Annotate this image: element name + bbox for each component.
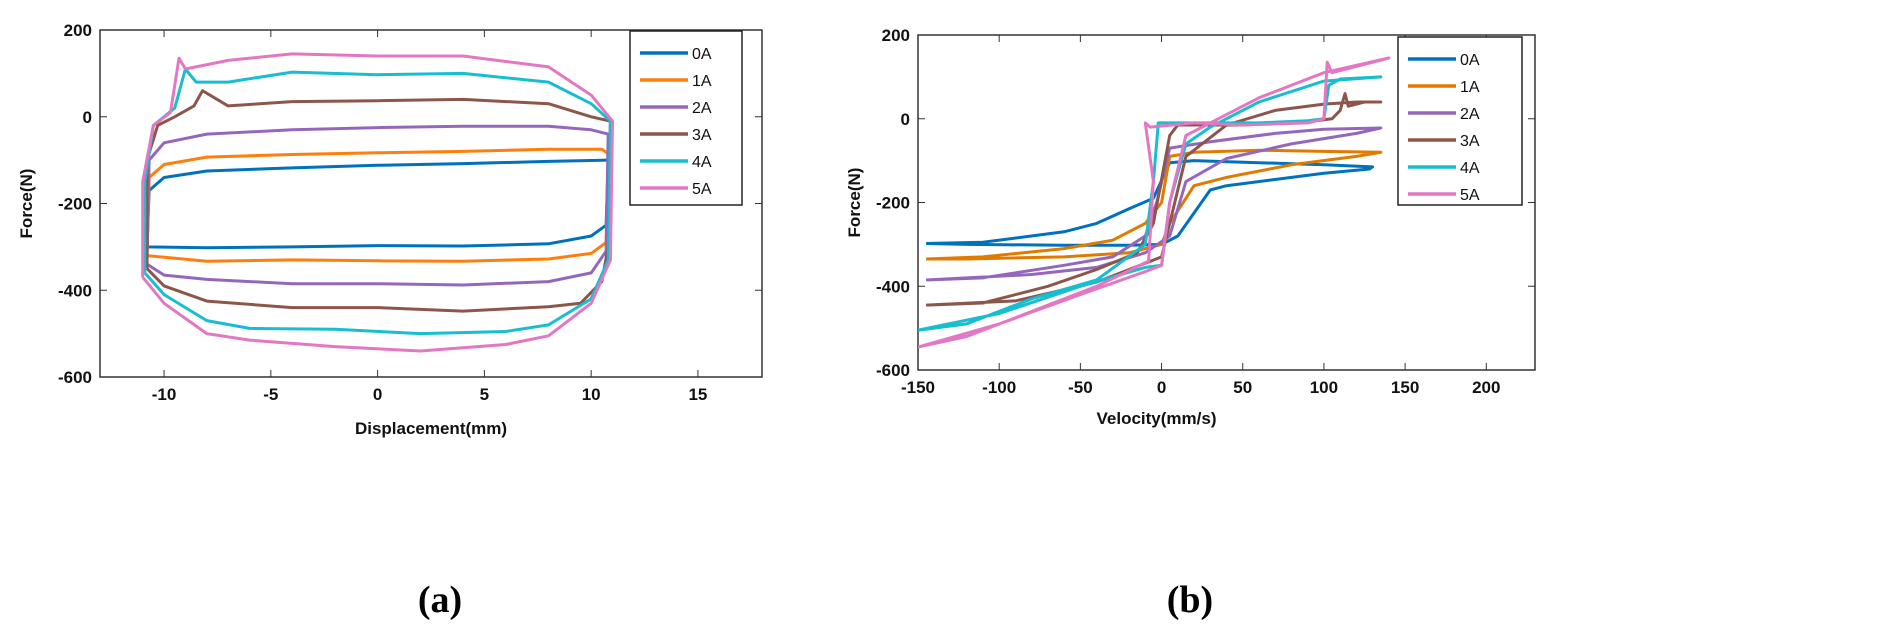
x-axis-label: Displacement(mm) bbox=[355, 419, 507, 438]
series-line-3A bbox=[145, 89, 612, 313]
chart-a: -10 -5 0 5 10 15 200 0 -200 -400 -600 0A 1A 2A 3A 4A 5A D… bbox=[17, 21, 763, 621]
x-tick-label: 150 bbox=[1391, 378, 1419, 397]
panel-caption: (b) bbox=[1167, 579, 1213, 621]
legend-label: 2A bbox=[1460, 106, 1480, 123]
legend-label: 1A bbox=[692, 73, 712, 90]
x-tick-label: 15 bbox=[688, 385, 707, 404]
x-axis-label: Velocity(mm/s) bbox=[1097, 409, 1217, 428]
y-tick-label: -400 bbox=[876, 277, 910, 296]
y-tick-label: 200 bbox=[882, 26, 910, 45]
y-tick-label: -200 bbox=[876, 194, 910, 213]
legend-label: 4A bbox=[1460, 160, 1480, 177]
legend-label: 0A bbox=[692, 46, 712, 63]
x-tick-label: 5 bbox=[480, 385, 489, 404]
y-tick-label: -600 bbox=[58, 368, 92, 387]
series-line-5A bbox=[141, 52, 614, 353]
y-tick-label: 200 bbox=[64, 21, 92, 40]
legend-box bbox=[629, 30, 743, 206]
legend-box bbox=[1397, 36, 1523, 206]
x-tick-label: -150 bbox=[901, 378, 935, 397]
y-axis-label: Force(N) bbox=[845, 168, 864, 238]
legend-label: 3A bbox=[692, 127, 712, 144]
x-tick-label: 0 bbox=[373, 385, 382, 404]
legend-label: 4A bbox=[692, 154, 712, 171]
series-line-2A bbox=[145, 124, 610, 287]
series-line-5A bbox=[918, 56, 1391, 349]
legend-label: 1A bbox=[1460, 79, 1480, 96]
x-tick-label: -10 bbox=[152, 385, 177, 404]
x-tick-label: 50 bbox=[1233, 378, 1252, 397]
series-line-1A bbox=[145, 147, 610, 263]
y-axis-label: Force(N) bbox=[17, 169, 36, 239]
y-tick-label: 0 bbox=[901, 110, 910, 129]
legend: 0A 1A 2A 3A 4A 5A bbox=[629, 30, 743, 206]
series-line-3A bbox=[926, 92, 1383, 307]
x-tick-label: -5 bbox=[263, 385, 278, 404]
legend: 0A 1A 2A 3A 4A 5A bbox=[1397, 36, 1523, 206]
x-tick-label: 200 bbox=[1472, 378, 1500, 397]
legend-label: 3A bbox=[1460, 133, 1480, 150]
legend-label: 5A bbox=[1460, 187, 1480, 204]
legend-label: 0A bbox=[1460, 52, 1480, 69]
x-tick-label: 0 bbox=[1157, 378, 1166, 397]
y-tick-label: -600 bbox=[876, 361, 910, 380]
x-tick-label: -100 bbox=[982, 378, 1016, 397]
x-tick-label: 100 bbox=[1310, 378, 1338, 397]
panel-caption: (a) bbox=[418, 579, 462, 621]
y-tick-label: -200 bbox=[58, 195, 92, 214]
legend-label: 5A bbox=[692, 181, 712, 198]
series-line-4A bbox=[143, 67, 612, 336]
legend-label: 2A bbox=[692, 100, 712, 117]
x-tick-label: -50 bbox=[1068, 378, 1093, 397]
x-tick-label: 10 bbox=[582, 385, 601, 404]
y-tick-label: 0 bbox=[83, 108, 92, 127]
y-tick-label: -400 bbox=[58, 281, 92, 300]
chart-b: -150 -100 -50 0 50 100 150 200 200 0 -200 -400 -600 0… bbox=[845, 26, 1536, 621]
